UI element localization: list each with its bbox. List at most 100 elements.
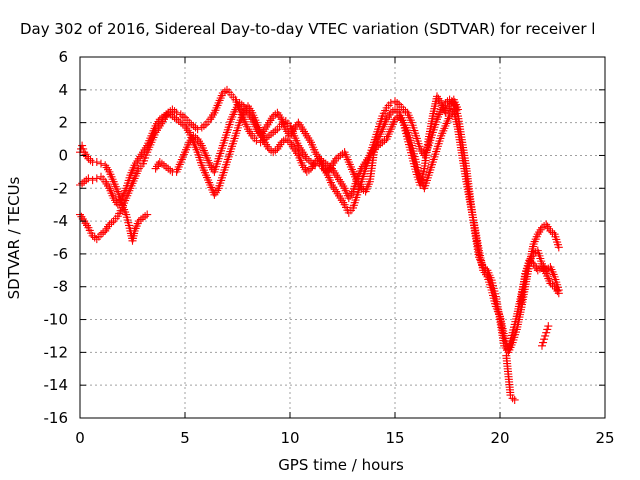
x-tick-label: 10	[280, 429, 299, 447]
data-point-marker	[166, 166, 175, 175]
data-point-marker	[97, 230, 105, 239]
y-tick-label: 2	[58, 114, 68, 132]
data-point-marker	[235, 98, 244, 107]
data-point-marker	[386, 108, 395, 117]
data-point-marker	[155, 115, 164, 124]
data-point-marker	[401, 107, 410, 116]
data-point-marker	[139, 213, 147, 222]
data-point-marker	[302, 167, 311, 176]
data-point-marker	[105, 220, 114, 229]
x-tick-label: 25	[595, 429, 614, 447]
x-axis-title: GPS time / hours	[278, 456, 404, 474]
data-point-marker	[391, 97, 399, 106]
data-point-marker	[378, 138, 387, 147]
data-point-marker	[92, 174, 101, 183]
data-point-marker	[302, 154, 311, 163]
data-point-marker	[78, 179, 87, 188]
y-tick-label: 4	[58, 81, 68, 99]
data-point-marker	[399, 105, 408, 114]
data-point-marker	[283, 136, 292, 145]
data-point-marker	[166, 110, 175, 119]
data-point-marker	[357, 184, 366, 193]
data-point-marker	[542, 328, 551, 337]
data-point-marker	[269, 112, 278, 121]
data-point-marker	[86, 156, 95, 165]
data-point-marker	[220, 87, 229, 96]
data-point-marker	[237, 100, 246, 109]
data-point-marker	[540, 335, 549, 344]
y-tick-label: -2	[53, 179, 68, 197]
data-point-marker	[97, 159, 105, 168]
data-point-marker	[189, 131, 198, 140]
data-point-marker	[84, 154, 93, 163]
data-point-marker	[332, 154, 341, 163]
y-tick-label: -10	[44, 311, 69, 329]
data-point-marker	[311, 158, 320, 167]
data-point-marker	[134, 217, 143, 226]
data-point-marker	[554, 289, 563, 298]
data-point-marker	[541, 331, 550, 340]
data-point-marker	[178, 112, 187, 121]
y-tick-label: -16	[44, 409, 69, 427]
data-point-marker	[265, 131, 273, 140]
data-point-marker	[269, 128, 278, 137]
data-point-marker	[160, 112, 168, 121]
plot-frame	[79, 56, 606, 419]
data-point-marker	[319, 164, 328, 173]
data-point-marker	[168, 112, 177, 121]
data-point-marker	[172, 115, 181, 124]
data-point-marker	[157, 113, 166, 122]
data-point-marker	[533, 266, 542, 275]
y-tick-label: -8	[53, 278, 68, 296]
data-point-marker	[336, 151, 345, 160]
data-point-marker	[90, 233, 99, 242]
data-point-marker	[334, 153, 343, 162]
data-point-marker	[218, 89, 227, 98]
data-point-marker	[304, 166, 313, 175]
y-tick-label: 0	[58, 146, 68, 164]
data-point-marker	[271, 126, 280, 135]
data-point-marker	[538, 223, 546, 232]
ticks	[79, 56, 606, 419]
y-tick-labels: -16 -14 -12 -10 -8 -6 -4 -2 0 2 4 6	[44, 48, 69, 427]
data-point-marker	[539, 338, 548, 347]
data-point-marker	[80, 177, 89, 186]
data-point-marker	[187, 120, 196, 129]
x-tick-label: 20	[490, 429, 509, 447]
data-point-marker	[176, 118, 185, 127]
data-point-marker	[544, 322, 553, 331]
data-point-marker	[88, 176, 97, 185]
data-point-marker	[174, 116, 183, 125]
data-point-marker	[391, 115, 399, 124]
data-point-marker	[185, 118, 194, 127]
y-tick-label: -12	[44, 343, 69, 361]
x-tick-label: 15	[385, 429, 404, 447]
data-point-marker	[546, 279, 555, 288]
data-point-marker	[454, 105, 462, 114]
data-point-marker	[160, 161, 168, 170]
data-point-marker	[141, 212, 150, 221]
data-markers	[76, 85, 563, 404]
data-point-marker	[546, 226, 555, 235]
y-tick-label: -4	[53, 212, 68, 230]
data-point-marker	[277, 138, 286, 147]
chart-title: Day 302 of 2016, Sidereal Day-to-day VTE…	[20, 20, 595, 38]
data-point-marker	[538, 341, 546, 350]
data-point-marker	[543, 325, 552, 334]
data-point-marker	[88, 231, 97, 240]
y-tick-label: 6	[58, 48, 68, 66]
data-point-marker	[529, 249, 538, 258]
data-point-marker	[508, 394, 517, 403]
data-point-marker	[193, 125, 202, 134]
data-point-marker	[143, 210, 152, 219]
data-point-marker	[393, 107, 402, 116]
data-point-marker	[178, 120, 187, 129]
data-point-marker	[271, 146, 280, 155]
data-point-marker	[197, 123, 206, 132]
y-tick-label: -6	[53, 245, 68, 263]
data-point-marker	[191, 133, 200, 142]
data-point-marker	[99, 228, 108, 237]
y-tick-label: -14	[44, 376, 69, 394]
data-point-marker	[548, 228, 557, 237]
